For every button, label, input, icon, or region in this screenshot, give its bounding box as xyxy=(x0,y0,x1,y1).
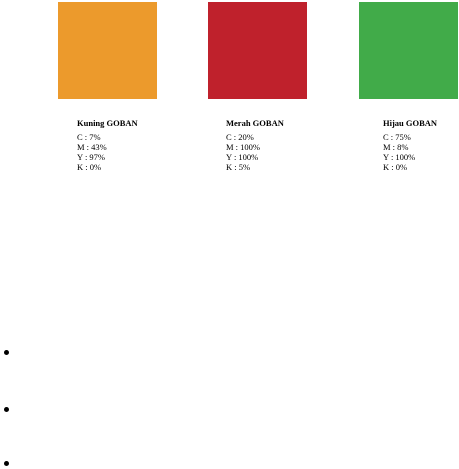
key-value: K : 0% xyxy=(77,162,102,172)
yellow-value: Y : 100% xyxy=(383,152,416,162)
yellow-value: Y : 100% xyxy=(226,152,259,162)
color-name: Hijau GOBAN xyxy=(383,118,438,128)
cyan-value: C : 75% xyxy=(383,132,411,142)
kuning-color-swatch xyxy=(58,2,157,99)
cyan-value: C : 20% xyxy=(226,132,254,142)
list-item-bullet xyxy=(4,350,9,355)
magenta-value: M : 100% xyxy=(226,142,260,152)
color-name: Merah GOBAN xyxy=(226,118,284,128)
kuning-color-spec: Kuning GOBAN C : 7% M : 43% Y : 97% K : … xyxy=(77,118,138,172)
merah-color-spec: Merah GOBAN C : 20% M : 100% Y : 100% K … xyxy=(226,118,284,172)
list-item-bullet xyxy=(4,461,9,466)
cyan-value: C : 7% xyxy=(77,132,101,142)
magenta-value: M : 8% xyxy=(383,142,409,152)
yellow-value: Y : 97% xyxy=(77,152,106,162)
hijau-color-swatch xyxy=(359,2,458,99)
key-value: K : 0% xyxy=(383,162,408,172)
hijau-color-spec: Hijau GOBAN C : 75% M : 8% Y : 100% K : … xyxy=(383,118,437,172)
magenta-value: M : 43% xyxy=(77,142,107,152)
list-item-bullet xyxy=(4,407,9,412)
merah-color-swatch xyxy=(208,2,307,99)
key-value: K : 5% xyxy=(226,162,251,172)
color-name: Kuning GOBAN xyxy=(77,118,138,128)
